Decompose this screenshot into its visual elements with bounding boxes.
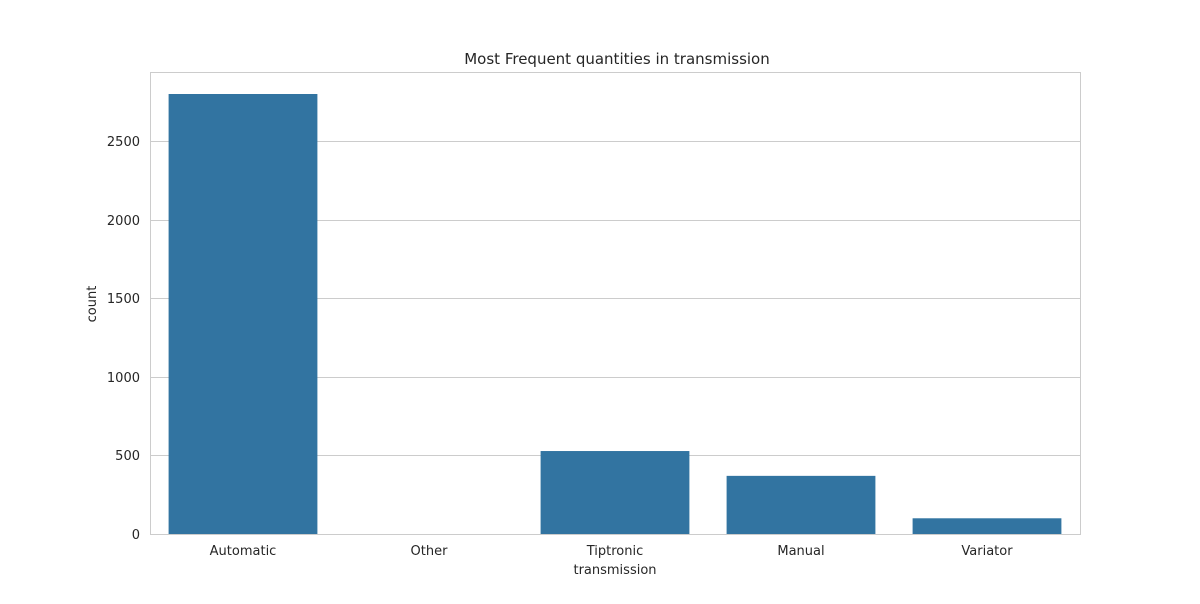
x-tick-label: Manual xyxy=(777,544,824,559)
bars xyxy=(168,94,1062,534)
y-tick-label: 1000 xyxy=(107,371,140,386)
bar-tiptronic xyxy=(540,451,690,534)
x-axis-label: transmission xyxy=(573,563,656,578)
y-tick-label: 2500 xyxy=(107,135,140,150)
x-tick-label: Tiptronic xyxy=(586,544,644,559)
y-tick-label: 2000 xyxy=(107,214,140,229)
y-axis-label: count xyxy=(85,286,100,323)
bar-automatic xyxy=(168,94,318,534)
x-tick-label: Variator xyxy=(961,544,1013,559)
x-tick-labels: Automatic Other Tiptronic Manual Variator xyxy=(210,544,1014,559)
y-tick-label: 1500 xyxy=(107,292,140,307)
y-tick-label: 500 xyxy=(115,449,140,464)
x-tick-label: Other xyxy=(411,544,449,559)
bar-manual xyxy=(726,475,876,534)
y-tick-labels: 0 500 1000 1500 2000 2500 xyxy=(107,135,140,543)
y-tick-label: 0 xyxy=(132,528,140,543)
bar-variator xyxy=(912,518,1062,534)
chart-title: Most Frequent quantities in transmission xyxy=(464,50,770,68)
plot-frame xyxy=(150,72,1081,535)
x-tick-label: Automatic xyxy=(210,544,277,559)
